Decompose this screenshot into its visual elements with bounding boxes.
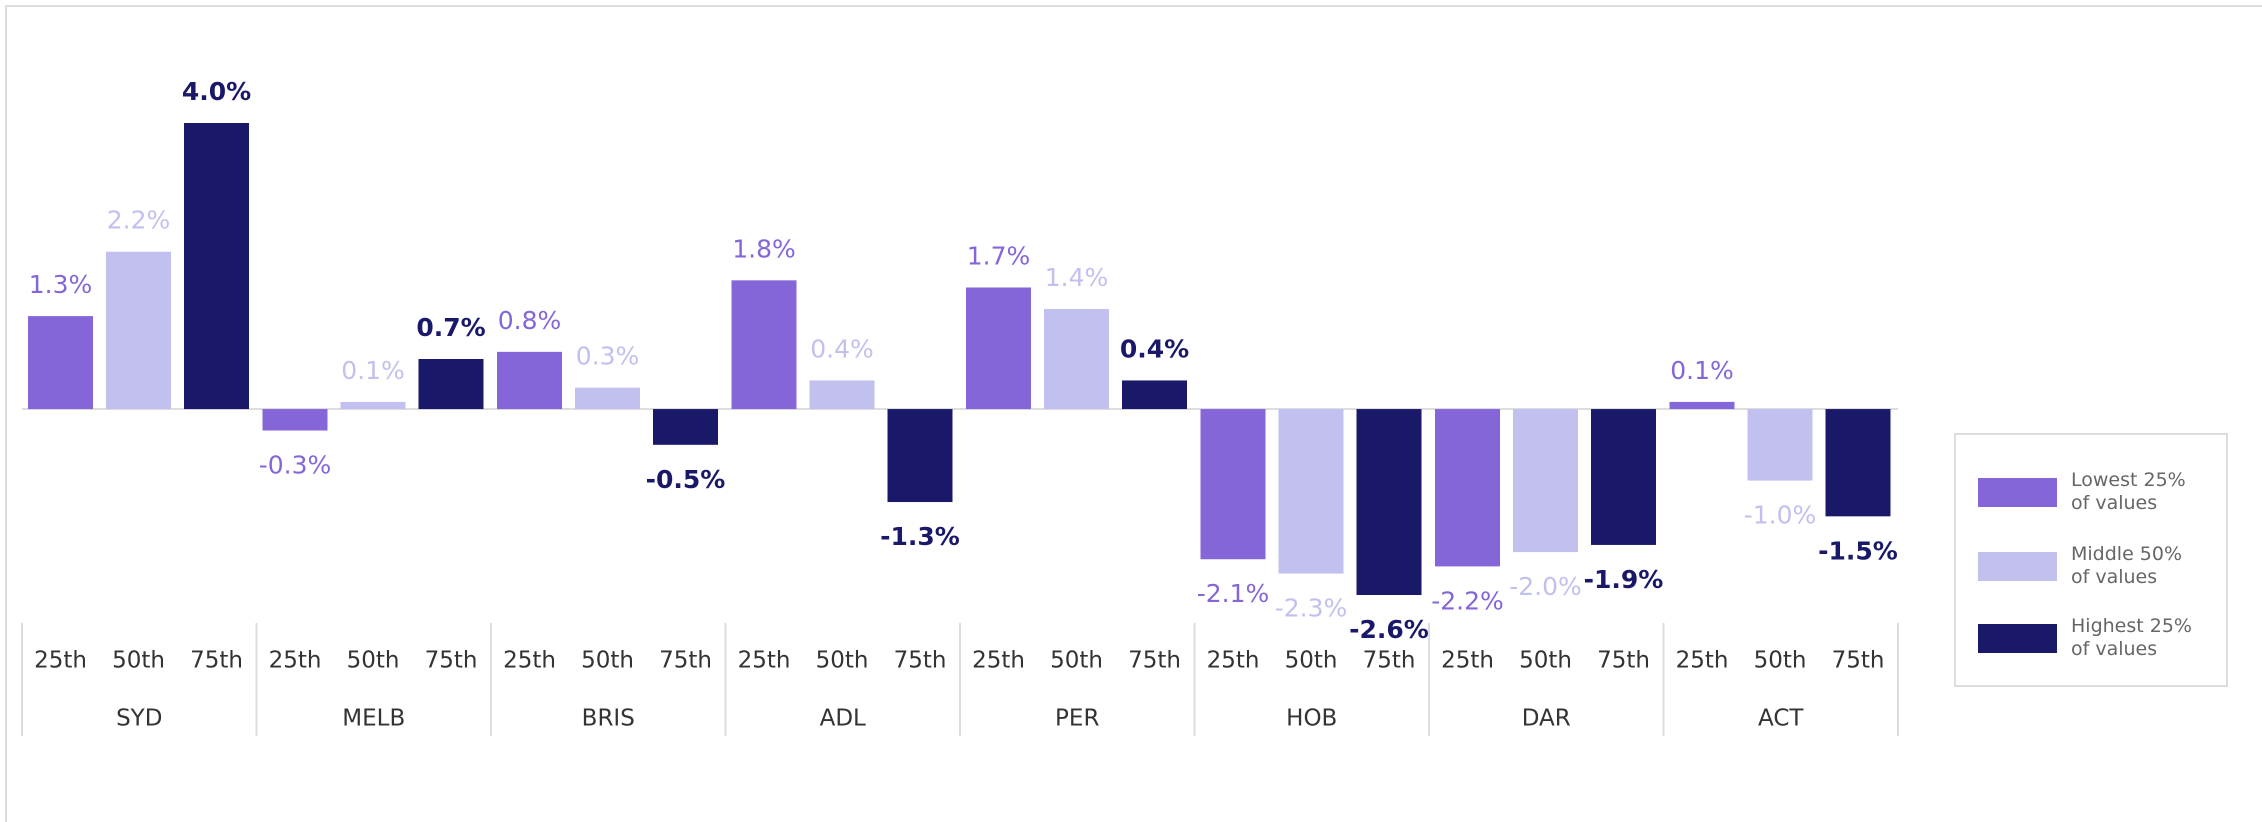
- value-label: -2.2%: [1431, 586, 1504, 615]
- value-label: -1.3%: [880, 522, 960, 551]
- value-label: 0.4%: [1120, 334, 1189, 363]
- bar: [1513, 409, 1578, 553]
- bar: [1044, 308, 1109, 410]
- value-label: -1.9%: [1584, 565, 1664, 594]
- value-label: -2.6%: [1349, 615, 1429, 644]
- bar: [809, 380, 875, 410]
- sub-label: 75th: [659, 648, 712, 674]
- bar: [1356, 409, 1422, 595]
- category-label: MELB: [342, 706, 405, 732]
- category-label: DAR: [1522, 706, 1571, 732]
- value-label: 0.1%: [1670, 356, 1734, 385]
- legend: Lowest 25% of values Middle 50% of values…: [1954, 433, 2228, 687]
- bar: [731, 280, 797, 410]
- value-label: 1.8%: [732, 234, 796, 263]
- bar: [1278, 409, 1344, 574]
- bar: [1591, 409, 1656, 545]
- value-label: 0.4%: [810, 334, 874, 363]
- value-label: -2.0%: [1509, 572, 1582, 601]
- category-label: ACT: [1758, 706, 1804, 732]
- value-label: -0.3%: [259, 451, 332, 480]
- sub-label: 50th: [816, 648, 869, 674]
- category-label: ADL: [820, 706, 866, 732]
- legend-item: Lowest 25% of values: [1978, 469, 2201, 515]
- value-label: -0.5%: [646, 465, 726, 494]
- value-label: 1.3%: [29, 270, 93, 299]
- legend-swatch: [1978, 477, 2057, 507]
- bar: [497, 351, 562, 410]
- sub-label: 50th: [112, 648, 165, 674]
- legend-label: Middle 50% of values: [2071, 543, 2183, 588]
- bar: [1825, 409, 1891, 517]
- sub-label: 50th: [581, 648, 634, 674]
- bar: [575, 387, 640, 410]
- sub-label: 25th: [1676, 648, 1729, 674]
- sub-label: 75th: [1832, 648, 1885, 674]
- sub-label: 75th: [1128, 648, 1181, 674]
- bar: [966, 287, 1031, 410]
- sub-label: 50th: [1754, 648, 1807, 674]
- sub-label: 50th: [1519, 648, 1572, 674]
- sub-label: 75th: [190, 648, 243, 674]
- sub-label: 50th: [1050, 648, 1103, 674]
- bar: [1122, 380, 1187, 410]
- value-label: 4.0%: [182, 77, 251, 106]
- value-label: -2.3%: [1275, 594, 1348, 623]
- bar: [106, 251, 171, 410]
- legend-item: Middle 50% of values: [1978, 543, 2201, 589]
- sub-label: 25th: [738, 648, 791, 674]
- value-label: 0.1%: [341, 356, 405, 385]
- legend-swatch: [1978, 551, 2057, 581]
- frame: [5, 5, 2262, 822]
- sub-label: 50th: [347, 648, 400, 674]
- sub-label: 75th: [894, 648, 947, 674]
- sub-label: 25th: [503, 648, 556, 674]
- bar: [340, 401, 406, 410]
- sub-label: 75th: [1363, 648, 1416, 674]
- value-label: 1.7%: [967, 241, 1031, 270]
- legend-swatch: [1978, 623, 2057, 653]
- bar: [1747, 409, 1813, 481]
- bar: [1669, 401, 1735, 410]
- category-label: HOB: [1286, 706, 1337, 732]
- bar: [1200, 409, 1266, 560]
- category-label: PER: [1055, 706, 1099, 732]
- value-label: -1.0%: [1744, 501, 1817, 530]
- bar: [418, 359, 484, 410]
- value-label: -2.1%: [1197, 579, 1270, 608]
- legend-label: Highest 25% of values: [2071, 615, 2192, 660]
- value-label: -1.5%: [1818, 536, 1898, 565]
- bar: [262, 409, 328, 431]
- sub-label: 50th: [1285, 648, 1338, 674]
- bar: [1435, 409, 1500, 567]
- sub-label: 25th: [972, 648, 1025, 674]
- legend-item: Highest 25% of values: [1978, 615, 2201, 661]
- value-label: 0.3%: [576, 342, 640, 371]
- value-label: 2.2%: [107, 206, 171, 235]
- sub-label: 75th: [425, 648, 478, 674]
- sub-label: 25th: [269, 648, 322, 674]
- sub-label: 25th: [1207, 648, 1260, 674]
- bar: [887, 409, 953, 503]
- legend-label: Lowest 25% of values: [2071, 469, 2186, 514]
- category-label: BRIS: [582, 706, 635, 732]
- value-label: 0.7%: [416, 313, 485, 342]
- bar: [184, 123, 249, 410]
- category-label: SYD: [116, 706, 162, 732]
- sub-label: 75th: [1597, 648, 1650, 674]
- sub-label: 25th: [1441, 648, 1494, 674]
- value-label: 0.8%: [498, 306, 562, 335]
- sub-label: 25th: [34, 648, 87, 674]
- bar: [28, 316, 93, 410]
- value-label: 1.4%: [1045, 263, 1109, 292]
- bar: [653, 409, 718, 445]
